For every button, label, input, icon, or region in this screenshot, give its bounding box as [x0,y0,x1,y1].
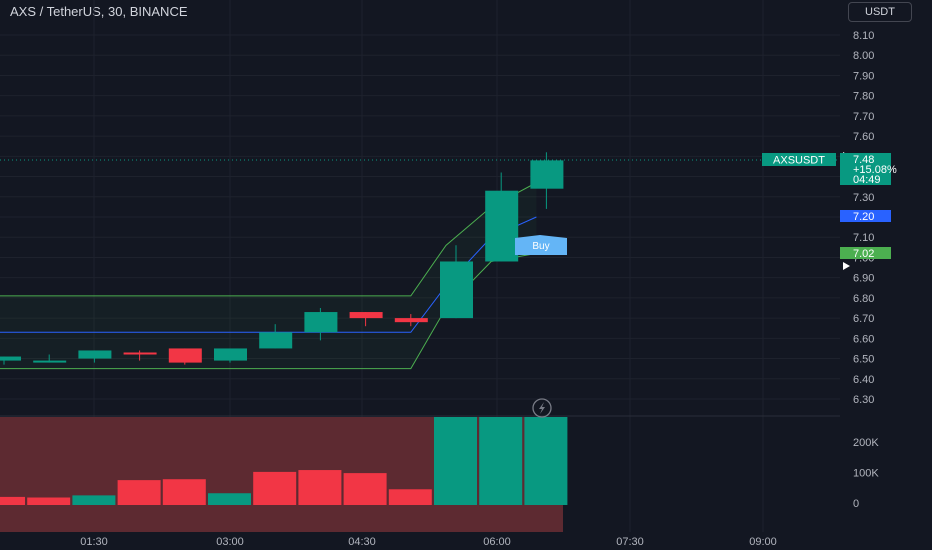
volume-bar [208,493,251,505]
candle-body [485,190,519,262]
candle-body [214,348,247,361]
price-tick-label: 6.30 [853,394,874,406]
buy-signal-marker[interactable]: Buy [515,235,567,255]
candle-body [33,360,67,363]
price-change: +15.08% [853,164,897,176]
candlestick-series [0,152,564,365]
candle-body [168,348,202,363]
volume-axis[interactable]: 200K 100K 0 [853,437,879,510]
candle-body [259,332,293,349]
price-tick-label: 6.70 [853,313,874,325]
upper-band-line [0,182,537,297]
symbol-label: AXSUSDT [773,155,825,167]
current-price: 7.48 [853,154,874,166]
price-tick-label: 6.90 [853,273,874,285]
price-tick-label: 8.10 [853,30,874,42]
green-level-label: 7.02 [853,248,874,260]
volume-bars [0,417,568,505]
volume-bar [27,497,71,505]
price-tick-label: 7.80 [853,91,874,103]
volume-bar [524,417,568,505]
green-level-box [840,247,891,259]
volume-bar [298,470,342,505]
buy-signal-label: Buy [532,241,549,252]
candle-body [530,160,564,189]
marker-arrow-icon [843,262,850,270]
symbol-label-box [762,153,836,166]
volume-bar [434,417,477,505]
time-tick-label: 03:00 [216,536,244,548]
time-tick-label: 01:30 [80,536,108,548]
time-tick-label: 04:30 [348,536,376,548]
candle-body [440,261,473,319]
price-tick-label: 7.60 [853,131,874,143]
price-tick-label: 6.60 [853,333,874,345]
price-tick-label: 6.40 [853,374,874,386]
time-axis[interactable]: 01:30 03:00 04:30 06:00 07:30 09:00 [80,536,777,548]
price-tick-label: 6.80 [853,293,874,305]
currency-selector-button[interactable]: USDT [848,2,912,22]
volume-bar [388,489,432,505]
volume-bar [343,473,387,505]
price-tick-label: 7.90 [853,70,874,82]
volume-tick-label: 100K [853,468,879,480]
time-tick-label: 06:00 [483,536,511,548]
volume-bar [72,495,116,505]
lightning-icon[interactable] [532,398,552,418]
volume-bar [117,480,161,505]
time-tick-label: 09:00 [749,536,777,548]
volume-bar [479,417,523,505]
volume-bar [0,496,25,505]
candle-body [349,312,383,319]
blue-level-box [840,210,891,222]
price-label-box [840,153,891,185]
blue-level-label: 7.20 [853,211,874,223]
price-tick-label: 7.30 [853,192,874,204]
candle-body [0,356,21,361]
price-tick-label: 8.00 [853,50,874,62]
price-tick-label: 6.50 [853,354,874,366]
volume-bar [253,471,297,505]
volume-tick-label: 0 [853,498,859,510]
candle-body [123,352,157,355]
volume-bar [162,479,206,505]
price-tick-label: 7.70 [853,111,874,123]
candle-body [304,312,338,333]
volume-tick-label: 200K [853,437,879,449]
price-tick-label: 7.10 [853,232,874,244]
chart-title: AXS / TetherUS, 30, BINANCE [10,4,188,19]
candle-body [78,350,112,359]
time-tick-label: 07:30 [616,536,644,548]
candle-body [394,318,428,323]
bar-countdown: 04:49 [853,174,881,186]
